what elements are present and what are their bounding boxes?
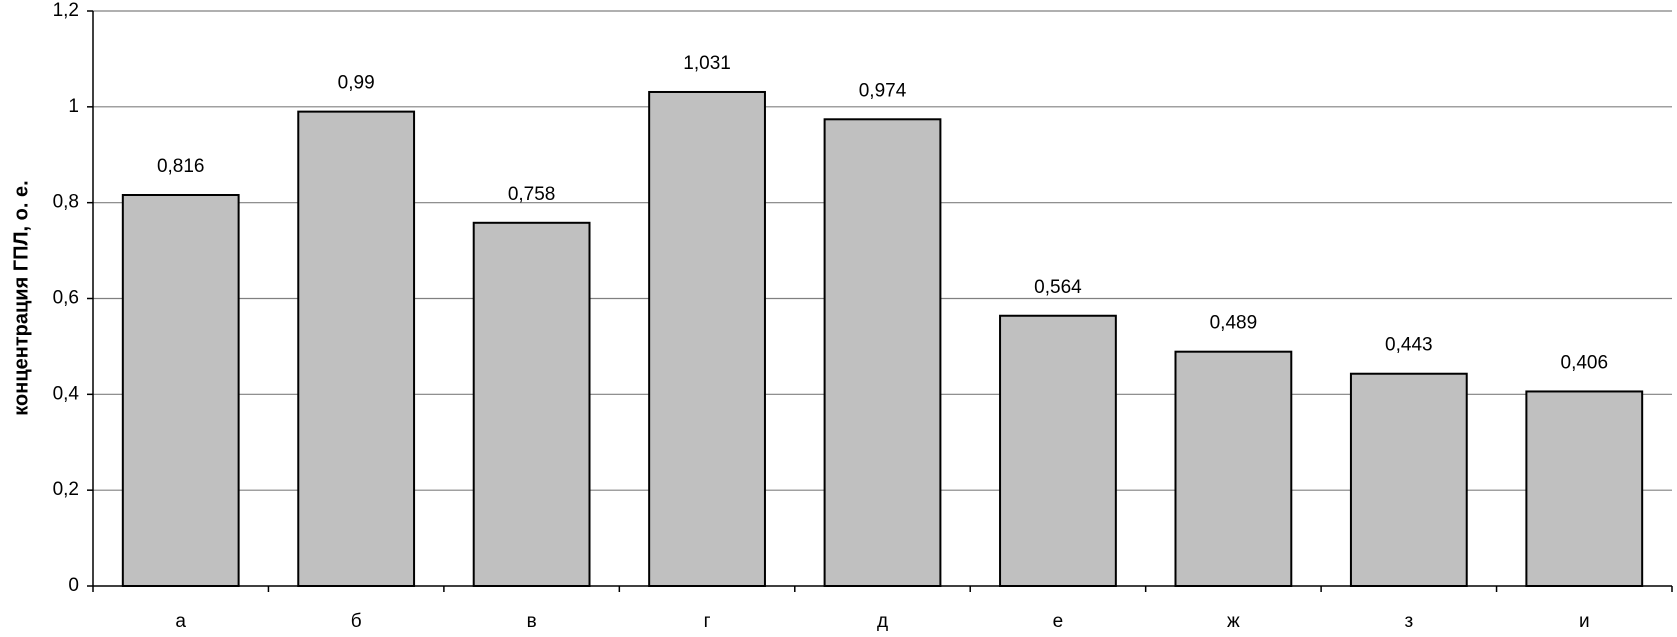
- x-tick-label: б: [351, 611, 362, 632]
- x-tick-label: е: [1053, 611, 1064, 632]
- value-label: 0,443: [1385, 335, 1433, 356]
- value-label: 0,99: [338, 73, 375, 94]
- x-tick-label: и: [1579, 611, 1590, 632]
- bar: [823, 118, 942, 588]
- value-label: 0,489: [1210, 313, 1258, 334]
- bar: [121, 194, 240, 587]
- x-tick-label: ж: [1227, 611, 1240, 632]
- bar: [297, 110, 416, 587]
- value-label: 0,406: [1561, 352, 1609, 373]
- value-label: 0,816: [157, 156, 205, 177]
- x-tick-label: д: [877, 611, 888, 632]
- y-axis-title: концентрация ГПЛ, о. е.: [10, 180, 32, 415]
- y-tick-label: 1: [68, 96, 79, 117]
- bar: [999, 314, 1117, 587]
- value-label: 0,974: [859, 80, 907, 101]
- bar: [1174, 350, 1293, 587]
- y-tick-label: 0,6: [53, 288, 79, 309]
- bar: [1525, 390, 1644, 588]
- y-tick-label: 0,8: [53, 192, 79, 213]
- x-tick-label: г: [704, 611, 711, 632]
- y-tick-label: 1,2: [53, 0, 79, 21]
- y-tick-label: 0,2: [53, 479, 79, 500]
- bar: [1349, 372, 1468, 587]
- x-tick-label: з: [1404, 611, 1413, 632]
- value-label: 0,564: [1034, 277, 1082, 298]
- y-tick-label: 0: [68, 575, 79, 596]
- bar: [648, 90, 766, 588]
- x-tick-label: а: [175, 611, 186, 632]
- bar: [472, 221, 591, 588]
- y-tick-label: 0,4: [53, 383, 80, 404]
- x-tick-label: в: [527, 611, 537, 632]
- value-label: 0,758: [508, 184, 556, 205]
- value-label: 1,031: [683, 53, 731, 74]
